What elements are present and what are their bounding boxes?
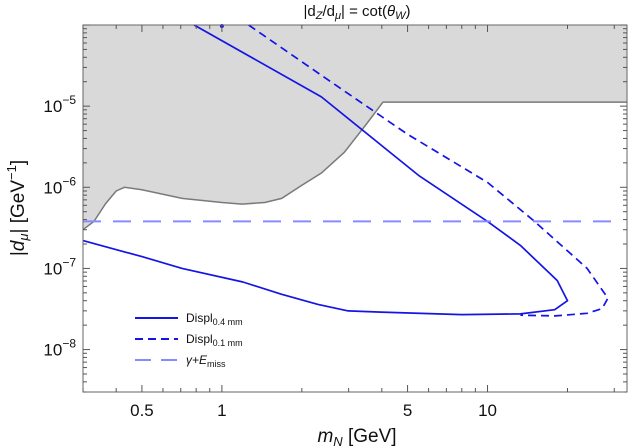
series-line-1	[248, 24, 609, 317]
y-tick-base: 10	[43, 341, 62, 360]
y-tick-exponent: −5	[62, 93, 76, 107]
legend: Displ0.4 mm Displ0.1 mm γ+Emiss	[135, 311, 243, 369]
x-tick-label: 10	[478, 401, 497, 420]
x-axis-label: mN [GeV]	[317, 426, 396, 448]
legend-label-0: Displ0.4 mm	[186, 311, 243, 327]
y-tick-base: 10	[43, 178, 62, 197]
x-tick-label: 0.5	[130, 401, 154, 420]
excluded-region	[83, 25, 627, 230]
excluded-region-layer	[82, 25, 627, 231]
y-tick-exponent: −8	[62, 337, 76, 351]
excluded-region-boundary	[82, 101, 627, 231]
x-tick-label: 1	[217, 401, 226, 420]
y-tick-label: 10−8	[43, 337, 76, 360]
y-tick-label: 10−6	[43, 174, 76, 197]
y-tick-base: 10	[43, 97, 62, 116]
y-axis-label: |dμ| [GeV−1]	[4, 160, 31, 256]
legend-label-2: γ+Emiss	[186, 353, 226, 369]
y-tick-base: 10	[43, 259, 62, 278]
series-line-0	[82, 24, 569, 316]
y-tick-exponent: −6	[62, 174, 76, 188]
y-tick-label: 10−5	[43, 93, 76, 116]
y-tick-label: 10−7	[43, 255, 76, 278]
chart-title: |dZ/dμ| = cot(θW)	[303, 3, 410, 22]
x-tick-label: 5	[403, 401, 412, 420]
legend-label-1: Displ0.1 mm	[186, 332, 243, 348]
plot-frame	[82, 24, 628, 393]
y-tick-exponent: −7	[62, 255, 76, 269]
